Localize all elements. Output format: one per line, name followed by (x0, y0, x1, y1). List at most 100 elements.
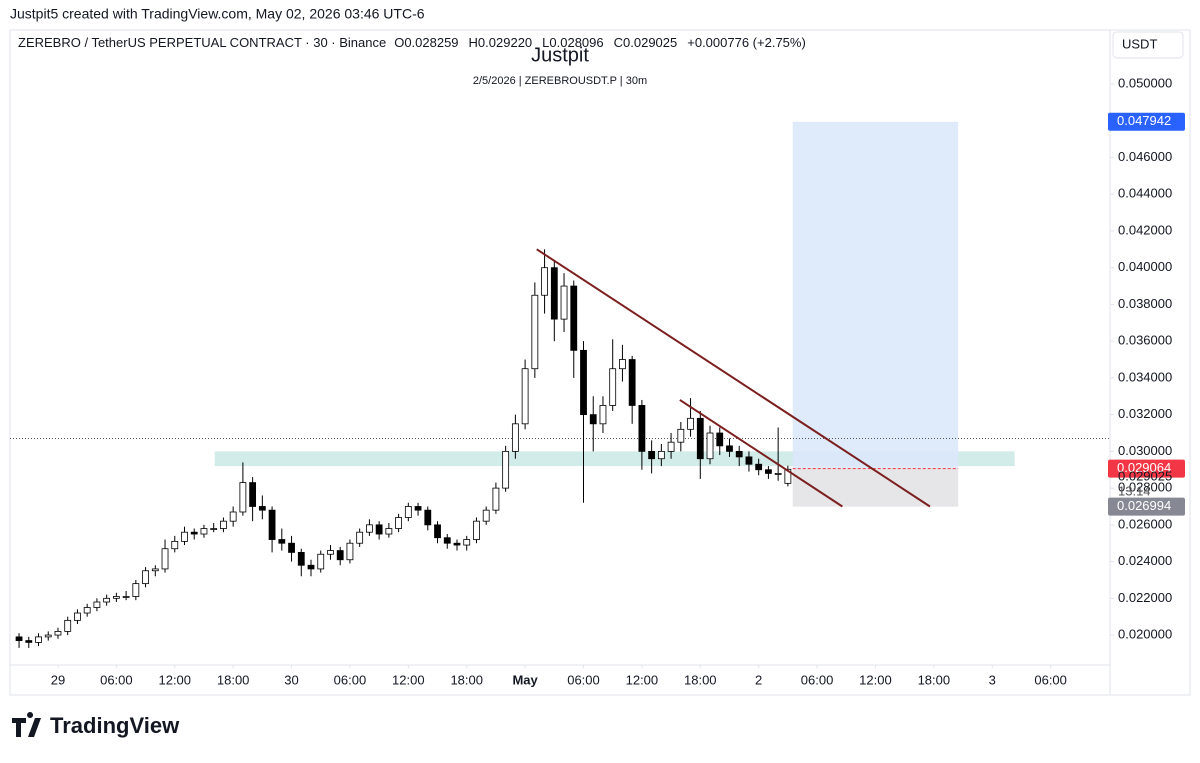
candle-body (151, 568, 159, 572)
candle-body (210, 528, 218, 530)
legend-symbol: ZEREBRO / TetherUS PERPETUAL CONTRACT · … (18, 35, 386, 50)
chart-subtitle: 2/5/2026 | ZEREBROUSDT.P | 30m (473, 75, 647, 87)
x-tick-label: 12:00 (626, 672, 659, 687)
candle-body (327, 550, 334, 555)
candle-body (735, 450, 743, 458)
candle-body (473, 520, 480, 540)
x-tick-label: 18:00 (450, 672, 483, 687)
candle-body (288, 542, 295, 553)
candle-body (181, 531, 188, 542)
candle-body (122, 596, 130, 598)
candle-body (103, 597, 111, 603)
legend-value: O0.028259 (394, 35, 458, 50)
candle-body (648, 450, 656, 460)
candle-body (726, 445, 733, 452)
y-tick-label: 0.028000 (1118, 480, 1172, 495)
candle-body (443, 537, 451, 544)
candle-body (258, 506, 266, 511)
currency[interactable]: USDT (1122, 36, 1157, 51)
x-tick-label: 06:00 (1034, 672, 1067, 687)
header: Justpit5 created with TradingView.com, M… (10, 6, 425, 22)
candle-body (521, 368, 529, 425)
x-tick-label: 30 (284, 672, 298, 687)
legend-value: H0.029220 (469, 35, 533, 50)
chart-frame (9, 29, 1191, 696)
candle-body (220, 520, 227, 529)
y-tick-label: 0.036000 (1118, 333, 1172, 348)
logo: TradingView (50, 713, 180, 738)
candle-body (297, 552, 305, 566)
countdown: 13:14 (1118, 484, 1151, 499)
candle-body (171, 540, 179, 550)
candle-body (356, 531, 364, 544)
candle-body (336, 550, 344, 561)
candle-body (706, 432, 714, 460)
price-tag-label: 0.029064 (1117, 460, 1171, 475)
candle-body (677, 428, 685, 443)
y-tick-label: 0.038000 (1118, 296, 1172, 311)
candle-body (35, 636, 42, 643)
y-tick-label: 0.042000 (1118, 222, 1172, 237)
candle-body (716, 432, 724, 447)
candle-body (541, 267, 548, 296)
legend: ZEREBRO / TetherUS PERPETUAL CONTRACT · … (18, 35, 806, 50)
candle-body (589, 414, 597, 425)
candle-body (25, 640, 33, 643)
x-tick-label: 12:00 (158, 672, 191, 687)
x-tick-label: 06:00 (801, 672, 834, 687)
candle-body (385, 528, 393, 535)
chart-title: Justpit (531, 44, 589, 66)
y-tick-label: 0.046000 (1118, 149, 1172, 164)
candle-body (687, 417, 694, 430)
y-tick-label: 0.022000 (1118, 590, 1172, 605)
candle-body (560, 285, 568, 320)
legend-value: C0.029025 (614, 35, 678, 50)
candle-body (784, 468, 792, 484)
y-tick-label: 0.020000 (1118, 626, 1172, 641)
candle-body (774, 473, 782, 475)
plot: 0.020000 0.022000 0.024000 0.026000 0.028000… (10, 30, 1185, 695)
x-tick-label: 3 (989, 672, 996, 687)
y-tick-label: 0.034000 (1118, 369, 1172, 384)
candle-body (307, 564, 315, 570)
candle-body (765, 469, 772, 474)
candle-body (93, 601, 101, 608)
legend-value: L0.028096 (542, 35, 603, 50)
candle-body (142, 570, 149, 585)
x-tick-label: May (512, 672, 538, 687)
x-tick-label: 2 (755, 672, 762, 687)
candle-body (268, 509, 276, 540)
candle-body (229, 511, 237, 522)
candle-body (609, 368, 617, 406)
candle-body (531, 294, 539, 370)
x-tick-label: 29 (51, 672, 65, 687)
y-tick-label: 0.044000 (1118, 186, 1172, 201)
y-tick-label: 0.026000 (1118, 516, 1172, 531)
trendline (536, 248, 931, 508)
x-tick-label: 18:00 (918, 672, 951, 687)
currency-button[interactable] (1112, 31, 1184, 59)
x-tick-label: 06:00 (567, 672, 600, 687)
logo-icon (12, 712, 41, 737)
target-area (792, 121, 959, 469)
y-tick-label: 0.032000 (1118, 406, 1172, 421)
candle-body (511, 423, 519, 452)
candle-body (190, 531, 198, 535)
candle-body (278, 539, 286, 544)
candle-body (64, 619, 72, 632)
candle-body (434, 524, 441, 539)
candle-body (580, 349, 587, 416)
candle-body (745, 456, 753, 465)
candle-body (570, 285, 578, 351)
last-price: 0.029025 (1118, 469, 1172, 484)
candle-body (161, 548, 169, 570)
price-tag (1108, 497, 1185, 516)
candle-body (755, 463, 763, 471)
candle-body (463, 539, 471, 546)
candle-body (502, 450, 510, 489)
y-tick-label: 0.030000 (1118, 443, 1172, 458)
candle-body (404, 506, 412, 518)
candle-body (15, 636, 23, 641)
candle-body (346, 542, 354, 561)
